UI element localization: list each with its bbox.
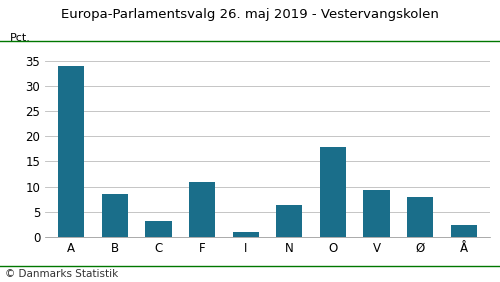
Bar (102, 194, 128, 237)
Bar (276, 205, 302, 237)
Bar (407, 197, 434, 237)
Bar (364, 190, 390, 237)
Bar (232, 232, 259, 237)
Bar (58, 66, 84, 237)
Bar (320, 147, 346, 237)
Text: © Danmarks Statistik: © Danmarks Statistik (5, 269, 118, 279)
Bar (146, 221, 172, 237)
Bar (189, 182, 215, 237)
Text: Pct.: Pct. (10, 33, 30, 43)
Text: Europa-Parlamentsvalg 26. maj 2019 - Vestervangskolen: Europa-Parlamentsvalg 26. maj 2019 - Ves… (61, 8, 439, 21)
Bar (450, 225, 477, 237)
